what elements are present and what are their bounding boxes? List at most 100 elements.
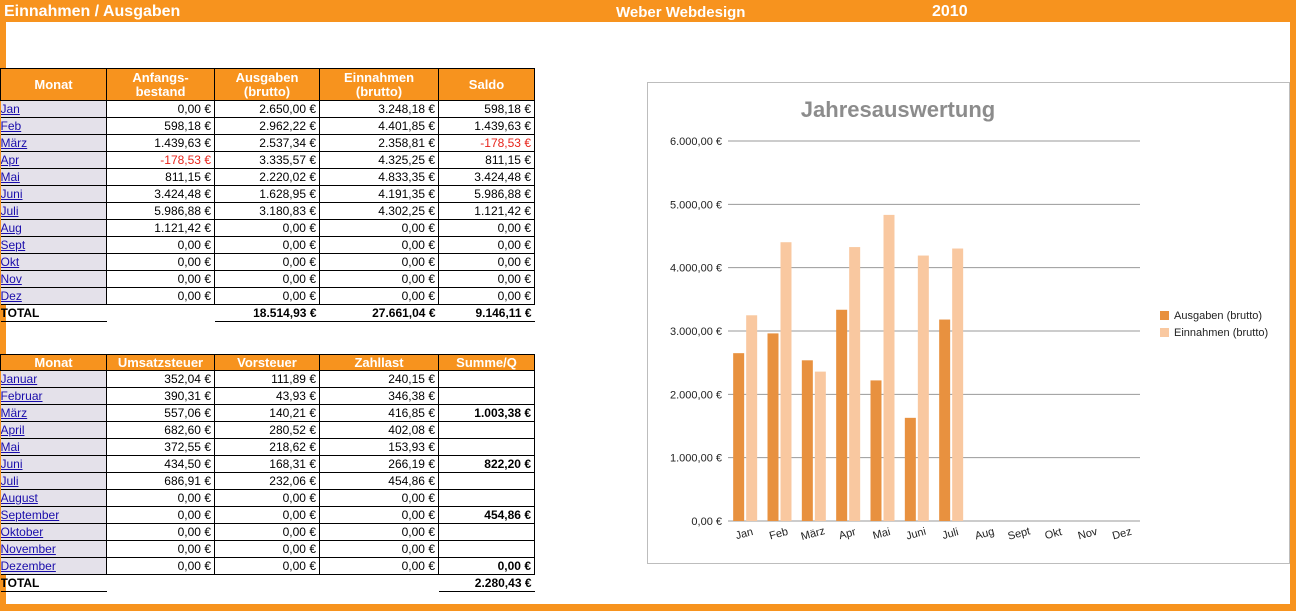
month-cell[interactable]: Juni — [0, 185, 107, 203]
value-cell[interactable]: 4.302,25 € — [319, 202, 439, 220]
bar-einnahmen[interactable] — [746, 315, 758, 521]
value-cell[interactable]: 232,06 € — [214, 472, 320, 490]
value-cell[interactable]: 0,00 € — [319, 506, 439, 524]
value-cell[interactable] — [438, 421, 535, 439]
value-cell[interactable]: 218,62 € — [214, 438, 320, 456]
value-cell[interactable]: 0,00 € — [438, 236, 535, 254]
bar-einnahmen[interactable] — [883, 214, 895, 522]
column-header[interactable]: Ausgaben (brutto) — [214, 68, 320, 101]
value-cell[interactable]: 0,00 € — [106, 100, 215, 118]
value-cell[interactable]: 0,00 € — [438, 219, 535, 237]
value-cell[interactable]: 454,86 € — [319, 472, 439, 490]
value-cell[interactable]: 266,19 € — [319, 455, 439, 473]
month-link[interactable]: Januar — [0, 372, 38, 386]
value-cell[interactable]: 416,85 € — [319, 404, 439, 422]
value-cell[interactable]: 3.180,83 € — [214, 202, 320, 220]
column-header[interactable]: Vorsteuer — [214, 354, 320, 371]
value-cell[interactable]: 0,00 € — [319, 523, 439, 541]
value-cell[interactable] — [438, 489, 535, 507]
value-cell[interactable]: 0,00 € — [214, 540, 320, 558]
value-cell[interactable] — [438, 540, 535, 558]
month-link[interactable]: Juni — [0, 187, 23, 201]
bar-ausgaben[interactable] — [801, 360, 813, 521]
value-cell[interactable]: 168,31 € — [214, 455, 320, 473]
month-cell[interactable]: Juli — [0, 202, 107, 220]
bar-einnahmen[interactable] — [814, 371, 826, 521]
month-link[interactable]: September — [0, 508, 60, 522]
value-cell[interactable]: 3.335,57 € — [214, 151, 320, 169]
value-cell[interactable]: 3.424,48 € — [106, 185, 215, 203]
value-cell[interactable] — [438, 523, 535, 541]
month-link[interactable]: Juli — [0, 474, 19, 488]
value-cell[interactable]: 0,00 € — [438, 287, 535, 305]
month-cell[interactable]: Aug — [0, 219, 107, 237]
month-cell[interactable]: Dezember — [0, 557, 107, 575]
month-link[interactable]: April — [0, 423, 25, 437]
value-cell[interactable]: 0,00 € — [319, 219, 439, 237]
value-cell[interactable]: 0,00 € — [319, 489, 439, 507]
value-cell[interactable]: 0,00 € — [319, 253, 439, 271]
value-cell[interactable]: 0,00 € — [214, 523, 320, 541]
month-link[interactable]: Dezember — [0, 559, 56, 573]
column-header[interactable]: Zahllast — [319, 354, 439, 371]
value-cell[interactable]: 1.121,42 € — [106, 219, 215, 237]
month-link[interactable]: Mai — [0, 170, 20, 184]
value-cell[interactable]: 822,20 € — [438, 455, 535, 473]
bar-ausgaben[interactable] — [733, 353, 745, 521]
month-cell[interactable]: Dez — [0, 287, 107, 305]
value-cell[interactable]: 0,00 € — [319, 270, 439, 288]
value-cell[interactable]: 598,18 € — [438, 100, 535, 118]
value-cell[interactable]: 43,93 € — [214, 387, 320, 405]
value-cell[interactable]: 240,15 € — [319, 370, 439, 388]
value-cell[interactable]: 0,00 € — [106, 506, 215, 524]
value-cell[interactable]: 0,00 € — [214, 253, 320, 271]
month-link[interactable]: Februar — [0, 389, 43, 403]
value-cell[interactable]: 346,38 € — [319, 387, 439, 405]
column-header[interactable]: Monat — [0, 354, 107, 371]
value-cell[interactable]: 811,15 € — [106, 168, 215, 186]
value-cell[interactable] — [438, 472, 535, 490]
value-cell[interactable]: 0,00 € — [214, 236, 320, 254]
month-cell[interactable]: Okt — [0, 253, 107, 271]
chart-container[interactable]: Jahresauswertung 0,00 € 1.000,00 € 2.000,0… — [647, 82, 1290, 564]
value-cell[interactable]: 557,06 € — [106, 404, 215, 422]
value-cell[interactable]: 0,00 € — [214, 506, 320, 524]
value-cell[interactable]: 3.248,18 € — [319, 100, 439, 118]
month-cell[interactable]: Apr — [0, 151, 107, 169]
value-cell[interactable]: 454,86 € — [438, 506, 535, 524]
value-cell[interactable]: 0,00 € — [106, 270, 215, 288]
value-cell[interactable]: 0,00 € — [106, 287, 215, 305]
value-cell[interactable]: 0,00 € — [214, 219, 320, 237]
month-link[interactable]: März — [0, 406, 28, 420]
month-cell[interactable]: Juni — [0, 455, 107, 473]
value-cell[interactable]: 0,00 € — [214, 489, 320, 507]
month-link[interactable]: Oktober — [0, 525, 44, 539]
month-link[interactable]: Okt — [0, 255, 20, 269]
value-cell[interactable]: 0,00 € — [106, 557, 215, 575]
column-header[interactable]: Saldo — [438, 68, 535, 101]
bar-einnahmen[interactable] — [952, 248, 964, 521]
value-cell[interactable]: 2.650,00 € — [214, 100, 320, 118]
value-cell[interactable]: 1.003,38 € — [438, 404, 535, 422]
column-header[interactable]: Einnahmen (brutto) — [319, 68, 439, 101]
bar-einnahmen[interactable] — [917, 255, 929, 521]
month-cell[interactable]: Jan — [0, 100, 107, 118]
value-cell[interactable]: 402,08 € — [319, 421, 439, 439]
month-link[interactable]: August — [0, 491, 38, 505]
month-link[interactable]: Juli — [0, 204, 19, 218]
value-cell[interactable]: 1.439,63 € — [438, 117, 535, 135]
value-cell[interactable]: 3.424,48 € — [438, 168, 535, 186]
value-cell[interactable]: 811,15 € — [438, 151, 535, 169]
value-cell[interactable]: 0,00 € — [438, 270, 535, 288]
value-cell[interactable]: 4.833,35 € — [319, 168, 439, 186]
value-cell[interactable]: 352,04 € — [106, 370, 215, 388]
column-header[interactable]: Anfangs- bestand — [106, 68, 215, 101]
month-link[interactable]: Nov — [0, 272, 22, 286]
value-cell[interactable]: 686,91 € — [106, 472, 215, 490]
value-cell[interactable]: 4.191,35 € — [319, 185, 439, 203]
value-cell[interactable]: 0,00 € — [106, 523, 215, 541]
month-link[interactable]: Sept — [0, 238, 26, 252]
month-cell[interactable]: Januar — [0, 370, 107, 388]
month-cell[interactable]: Oktober — [0, 523, 107, 541]
value-cell[interactable] — [438, 387, 535, 405]
